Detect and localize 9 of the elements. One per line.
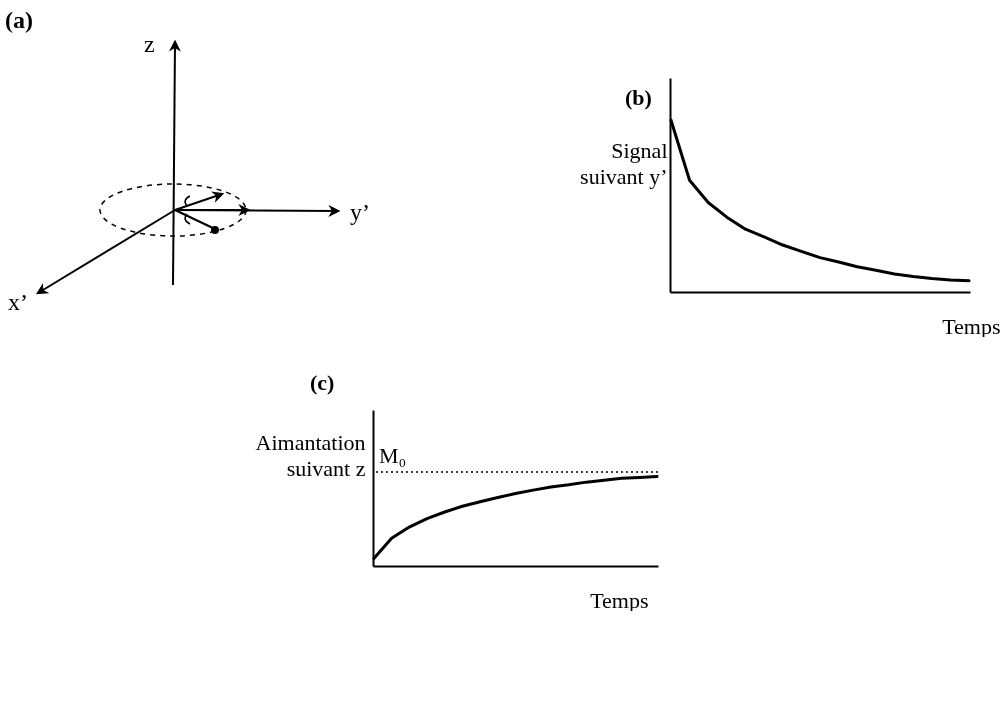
chart-title: (b) (625, 85, 652, 110)
text: (a) (5, 7, 33, 33)
y-axis-title: Aimantation suivant z (255, 429, 366, 481)
text: x’ (8, 289, 28, 315)
text: y’ (350, 199, 370, 225)
y-axis-title: Signal suivant y’ (580, 137, 668, 189)
chart-title: (c) (310, 370, 335, 395)
text: z (144, 31, 155, 57)
ref-line-label: M₀ (379, 443, 407, 469)
